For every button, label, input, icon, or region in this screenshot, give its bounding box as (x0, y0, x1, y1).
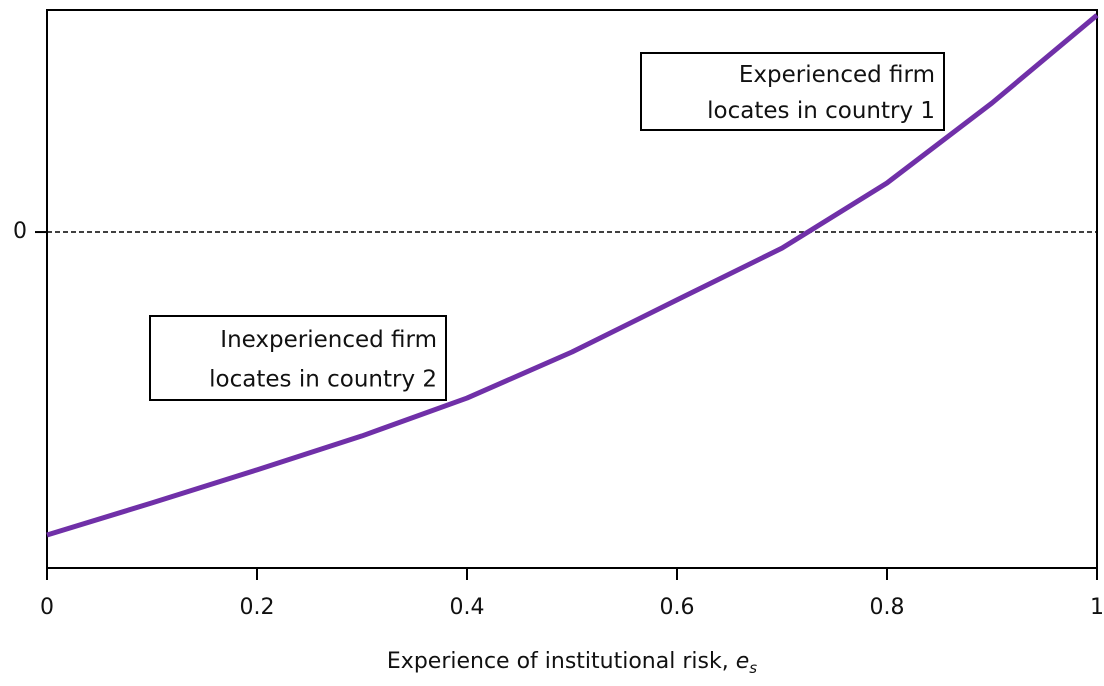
data-line (46, 13, 1099, 538)
x-tick-label: 0.2 (240, 595, 275, 620)
x-tick-label: 0.6 (660, 595, 695, 620)
x-label-text: Experience of institutional risk, (387, 649, 729, 674)
annotation: Experienced firm locates in country 1 (640, 52, 945, 131)
annotation: Inexperienced firm locates in country 2 (149, 315, 447, 401)
x-tick-label: 0.8 (870, 595, 905, 620)
annotation-text: Inexperienced firm (220, 327, 437, 353)
annotation-text: locates in country 2 (209, 366, 437, 392)
x-label-subscript: s (749, 659, 757, 677)
y-tick-label: 0 (13, 219, 27, 244)
annotation-text: locates in country 1 (707, 98, 935, 124)
plot-frame (46, 9, 1098, 569)
x-tick-label: 0 (40, 595, 54, 620)
annotation-text: Experienced firm (739, 62, 935, 88)
x-axis-label: Experience of institutional risk, es (387, 649, 757, 677)
x-tick-label: 1 (1090, 595, 1104, 620)
x-label-symbol: e (736, 649, 750, 674)
annotation-box (640, 52, 945, 131)
x-tick-label: 0.4 (450, 595, 485, 620)
annotation-box (149, 315, 447, 401)
